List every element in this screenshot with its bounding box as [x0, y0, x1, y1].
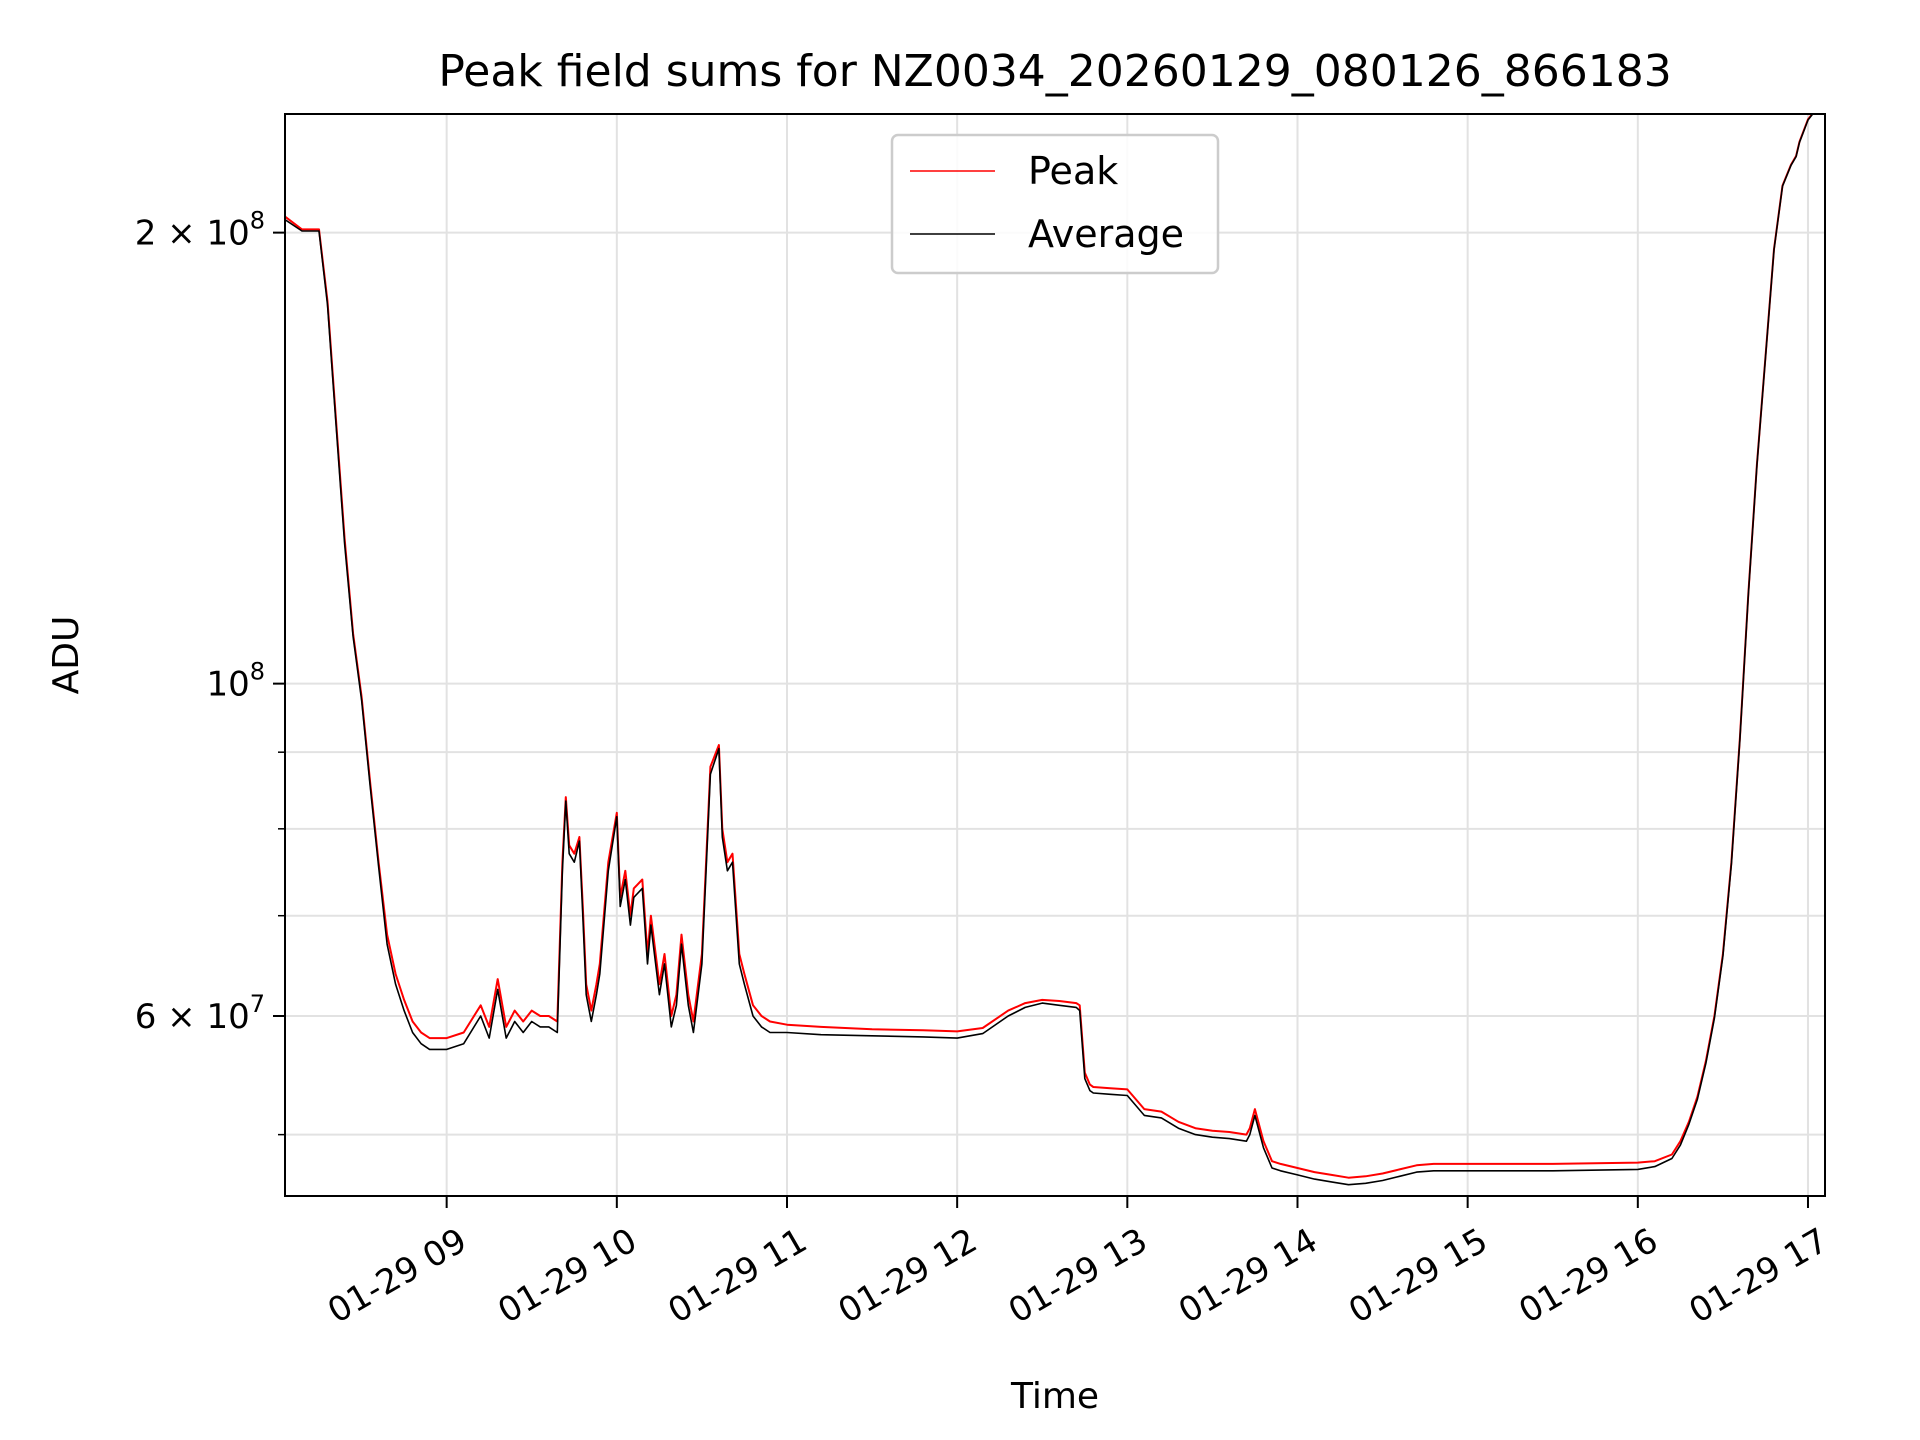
y-axis-label: ADU	[46, 616, 87, 695]
series-line-peak	[285, 114, 1814, 1179]
y-tick-label: 2 × 108	[135, 207, 265, 254]
y-tick-exponent: 8	[250, 658, 265, 686]
legend-label-peak: Peak	[1028, 149, 1118, 193]
plot-frame	[284, 113, 1826, 1197]
series-area	[285, 114, 1814, 1186]
legend-box	[890, 133, 1220, 275]
series-line-average	[285, 114, 1814, 1186]
y-tick-base: 2 × 10	[135, 214, 250, 254]
y-tick-base: 10	[206, 665, 249, 705]
y-tick-base: 6 × 10	[135, 997, 250, 1037]
chart-title: Peak field sums for NZ0034_20260129_0801…	[438, 46, 1671, 97]
y-tick-label: 108	[206, 658, 265, 705]
legend-label-average: Average	[1028, 212, 1184, 256]
x-axis-label: Time	[1010, 1376, 1099, 1417]
y-tick-label: 6 × 107	[135, 990, 265, 1037]
legend: Peak Average	[890, 133, 1220, 275]
y-tick-exponent: 7	[250, 990, 265, 1018]
y-tick-exponent: 8	[250, 207, 265, 235]
